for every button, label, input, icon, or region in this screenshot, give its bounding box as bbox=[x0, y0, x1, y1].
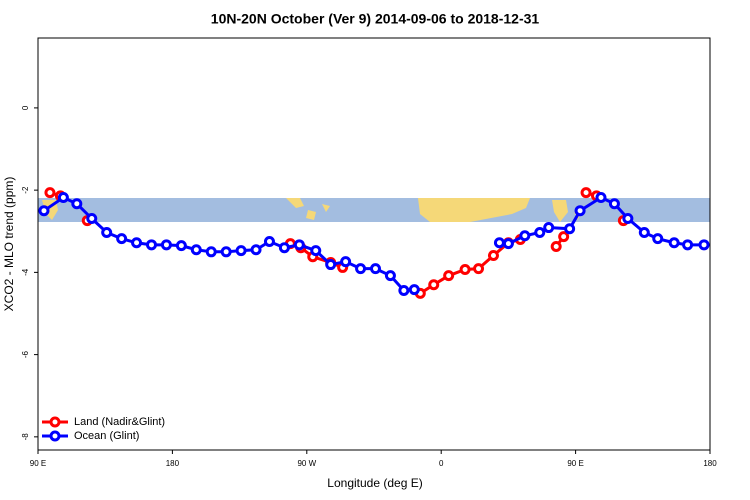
data-point bbox=[543, 222, 555, 234]
y-tick-label: -8 bbox=[21, 433, 30, 441]
data-point bbox=[574, 205, 586, 217]
x-tick-label: 90 W bbox=[297, 459, 316, 468]
data-point bbox=[263, 236, 275, 248]
data-point bbox=[698, 239, 710, 251]
data-point bbox=[250, 244, 262, 256]
chart-title: 10N-20N October (Ver 9) 2014-09-06 to 20… bbox=[211, 11, 540, 27]
data-point bbox=[293, 239, 305, 251]
data-point bbox=[369, 263, 381, 275]
data-point bbox=[502, 238, 514, 250]
data-point bbox=[558, 231, 570, 243]
y-axis-label: XCO2 - MLO trend (ppm) bbox=[2, 177, 16, 312]
y-tick-label: -6 bbox=[21, 351, 30, 359]
x-axis-label: Longitude (deg E) bbox=[327, 476, 422, 490]
data-point bbox=[131, 237, 143, 249]
data-point bbox=[278, 242, 290, 254]
data-point bbox=[340, 256, 352, 268]
data-point bbox=[564, 223, 576, 235]
data-point bbox=[622, 213, 634, 225]
data-point bbox=[220, 246, 232, 258]
data-point bbox=[57, 192, 69, 204]
data-point bbox=[580, 187, 592, 199]
data-point bbox=[668, 237, 680, 249]
legend-marker bbox=[49, 416, 61, 428]
data-point bbox=[638, 226, 650, 238]
data-point bbox=[44, 187, 56, 199]
data-point bbox=[38, 205, 50, 217]
data-point bbox=[71, 198, 83, 210]
data-point bbox=[595, 192, 607, 204]
x-tick-label: 180 bbox=[703, 459, 717, 468]
data-point bbox=[608, 198, 620, 210]
data-point bbox=[550, 240, 562, 252]
data-point bbox=[493, 237, 505, 249]
y-tick-label: -4 bbox=[21, 268, 30, 276]
data-point bbox=[443, 270, 455, 282]
data-point bbox=[398, 284, 410, 296]
data-point bbox=[682, 239, 694, 251]
data-point bbox=[519, 230, 531, 242]
legend-marker bbox=[49, 430, 61, 442]
data-point bbox=[355, 263, 367, 275]
data-point bbox=[235, 245, 247, 257]
data-point bbox=[205, 246, 217, 258]
data-point bbox=[190, 244, 202, 256]
data-point bbox=[116, 233, 128, 245]
x-tick-label: 0 bbox=[439, 459, 444, 468]
x-tick-label: 90 E bbox=[30, 459, 46, 468]
data-point bbox=[101, 226, 113, 238]
data-point bbox=[487, 250, 499, 262]
data-point bbox=[325, 259, 337, 271]
data-point bbox=[145, 239, 157, 251]
y-tick-label: 0 bbox=[21, 105, 30, 110]
legend-label: Ocean (Glint) bbox=[74, 430, 139, 442]
data-point bbox=[652, 233, 664, 245]
data-point bbox=[175, 240, 187, 252]
legend-label: Land (Nadir&Glint) bbox=[74, 416, 165, 428]
data-point bbox=[428, 279, 440, 291]
data-point bbox=[408, 284, 420, 296]
data-point bbox=[310, 245, 322, 257]
data-point bbox=[534, 226, 546, 238]
data-point bbox=[160, 239, 172, 251]
plot-frame bbox=[37, 37, 711, 451]
x-tick-label: 180 bbox=[166, 459, 180, 468]
data-point bbox=[384, 270, 396, 282]
data-point bbox=[86, 213, 98, 225]
data-point bbox=[473, 263, 485, 275]
y-tick-label: -2 bbox=[21, 186, 30, 194]
x-tick-label: 90 E bbox=[567, 459, 583, 468]
data-point bbox=[459, 263, 471, 275]
